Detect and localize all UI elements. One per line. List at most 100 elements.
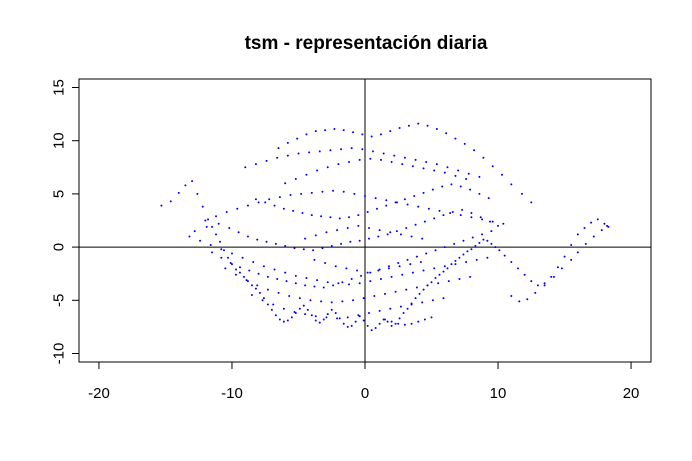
data-point bbox=[191, 180, 194, 183]
data-point bbox=[403, 156, 406, 159]
data-point bbox=[377, 235, 380, 238]
data-point bbox=[550, 275, 553, 278]
data-point bbox=[434, 249, 437, 252]
data-point bbox=[248, 269, 251, 272]
data-point bbox=[463, 142, 466, 145]
data-point bbox=[503, 254, 506, 257]
data-point bbox=[276, 156, 279, 159]
data-point bbox=[322, 286, 325, 289]
data-point bbox=[490, 242, 493, 245]
chart-title: tsm - representación diaria bbox=[245, 33, 488, 54]
data-point bbox=[277, 147, 280, 150]
data-point bbox=[481, 233, 484, 236]
data-point bbox=[250, 293, 253, 296]
data-point bbox=[346, 316, 349, 319]
data-point bbox=[450, 183, 453, 186]
data-point bbox=[600, 229, 603, 232]
data-point bbox=[358, 282, 361, 285]
data-point bbox=[314, 319, 317, 322]
data-point bbox=[289, 193, 292, 196]
data-point bbox=[451, 210, 454, 213]
data-point bbox=[536, 284, 539, 287]
data-point bbox=[310, 314, 313, 317]
data-point bbox=[502, 222, 505, 225]
data-point bbox=[442, 297, 445, 300]
data-point bbox=[385, 199, 388, 202]
data-point bbox=[282, 307, 285, 310]
data-point bbox=[409, 263, 412, 266]
data-point bbox=[445, 132, 448, 135]
data-point bbox=[336, 229, 339, 232]
data-point bbox=[411, 271, 414, 274]
data-point bbox=[570, 258, 573, 261]
data-point bbox=[552, 275, 555, 278]
data-point bbox=[397, 322, 400, 325]
data-point bbox=[282, 320, 285, 323]
data-point bbox=[543, 284, 546, 287]
data-point bbox=[583, 226, 586, 229]
data-point bbox=[453, 242, 456, 245]
data-point bbox=[276, 278, 279, 281]
data-point bbox=[592, 235, 595, 238]
data-point bbox=[530, 201, 533, 204]
data-point bbox=[352, 299, 355, 302]
data-point bbox=[366, 271, 369, 274]
data-point bbox=[238, 271, 241, 274]
data-point bbox=[338, 317, 341, 320]
data-point bbox=[290, 316, 293, 319]
data-point bbox=[435, 163, 438, 166]
data-point bbox=[423, 220, 426, 223]
data-point bbox=[254, 287, 257, 290]
data-point bbox=[265, 240, 268, 243]
data-point bbox=[188, 235, 191, 238]
data-point bbox=[486, 256, 489, 259]
data-point bbox=[487, 197, 490, 200]
data-point bbox=[479, 216, 482, 219]
data-point bbox=[374, 197, 377, 200]
data-point bbox=[481, 218, 484, 221]
data-point bbox=[236, 207, 239, 210]
data-point bbox=[498, 249, 501, 252]
data-point bbox=[371, 150, 374, 153]
data-point bbox=[399, 305, 402, 308]
data-point bbox=[378, 229, 381, 232]
data-point bbox=[406, 203, 409, 206]
data-point bbox=[211, 225, 214, 228]
data-point bbox=[367, 226, 370, 229]
data-point bbox=[398, 317, 401, 320]
data-point bbox=[473, 149, 476, 152]
y-tick-label: 5 bbox=[51, 190, 68, 198]
data-point bbox=[310, 191, 313, 194]
data-point bbox=[329, 149, 332, 152]
y-tick-label: -10 bbox=[51, 343, 68, 365]
data-point bbox=[516, 267, 519, 270]
data-point bbox=[373, 295, 376, 298]
data-point bbox=[337, 163, 340, 166]
data-point bbox=[332, 189, 335, 192]
data-point bbox=[358, 158, 361, 161]
data-point bbox=[358, 239, 361, 242]
data-point bbox=[360, 274, 363, 277]
data-point bbox=[449, 212, 452, 215]
data-point bbox=[366, 210, 369, 213]
data-point bbox=[397, 262, 400, 265]
data-point bbox=[199, 239, 202, 242]
data-point bbox=[454, 174, 457, 177]
data-point bbox=[286, 154, 289, 157]
data-point bbox=[201, 205, 204, 208]
data-point bbox=[352, 131, 355, 134]
data-point bbox=[584, 242, 587, 245]
data-point bbox=[313, 285, 316, 288]
data-point bbox=[225, 210, 228, 213]
data-point bbox=[304, 313, 307, 316]
data-point bbox=[433, 217, 436, 220]
data-point bbox=[350, 147, 353, 150]
data-point bbox=[390, 275, 393, 278]
data-point bbox=[256, 284, 259, 287]
x-tick-label: 20 bbox=[623, 385, 640, 402]
data-point bbox=[510, 260, 513, 263]
data-point bbox=[367, 237, 370, 240]
data-point bbox=[318, 321, 321, 324]
x-tick-label: -10 bbox=[221, 385, 243, 402]
data-point bbox=[386, 233, 389, 236]
